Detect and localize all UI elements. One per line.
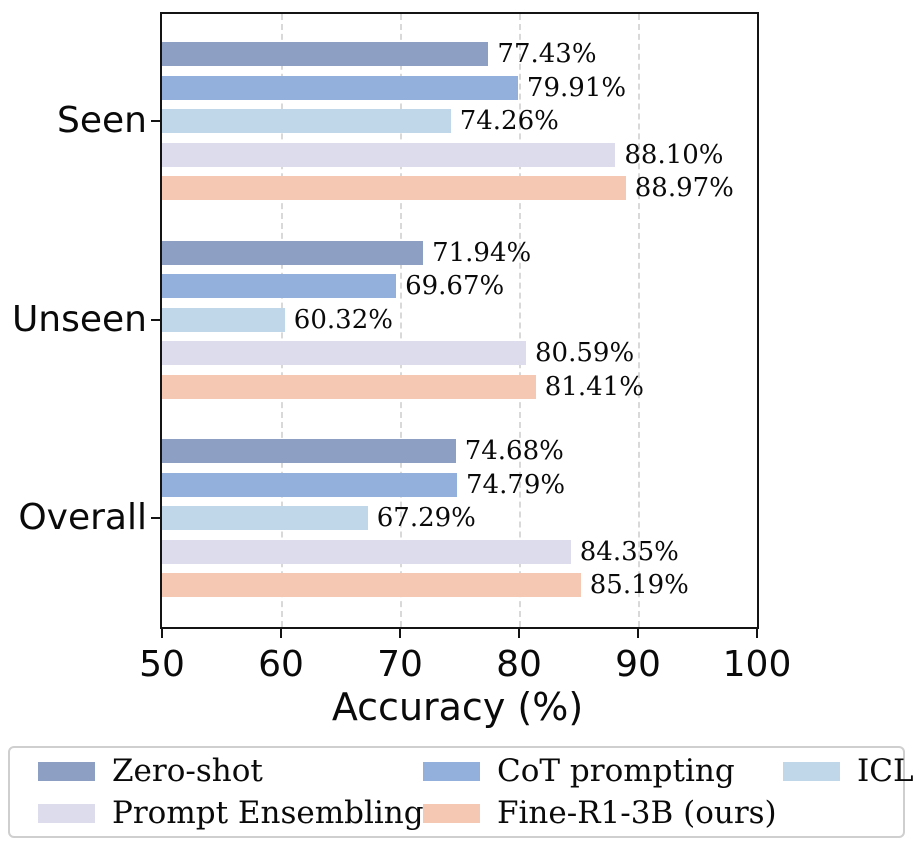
legend-label-icl: ICL	[857, 753, 913, 789]
y-axis-category-label-overall: Overall	[18, 497, 147, 538]
bar-value-label-unseen-zero-shot: 71.94%	[432, 237, 532, 268]
bar-value-label-overall-icl: 67.29%	[376, 503, 476, 533]
legend-swatch-prompt-ensembling	[38, 803, 95, 823]
bar-value-label-seen-prompt-ensembling: 88.10%	[624, 139, 724, 170]
bar-value-label-seen-cot-prompting: 79.91%	[526, 72, 627, 103]
bar-value-label-unseen-icl: 60.32%	[293, 304, 393, 335]
legend-label-zero-shot: Zero-shot	[112, 753, 263, 789]
bar-overall-icl	[162, 506, 368, 530]
legend-label-prompt-ensembling: Prompt Ensembling	[112, 795, 424, 831]
x-tick-mark-60	[280, 629, 282, 638]
x-tick-mark-100	[756, 629, 758, 638]
legend-label-fine-r1-3b-ours: Fine-R1-3B (ours)	[497, 795, 777, 831]
legend-item-zero-shot: Zero-shot	[38, 753, 423, 789]
x-tick-mark-70	[399, 629, 401, 638]
x-tick-label-60: 60	[258, 644, 304, 685]
bar-value-label-unseen-prompt-ensembling: 80.59%	[535, 338, 635, 368]
x-tick-mark-50	[161, 629, 163, 638]
bar-value-label-overall-prompt-ensembling: 84.35%	[579, 536, 679, 567]
bar-seen-fine-r1-3b-ours	[162, 176, 626, 200]
legend-label-cot-prompting: CoT prompting	[497, 753, 735, 789]
x-tick-mark-90	[637, 629, 639, 638]
legend-item-prompt-ensembling: Prompt Ensembling	[38, 795, 424, 831]
legend-swatch-icl	[783, 761, 840, 781]
x-tick-label-50: 50	[139, 644, 185, 685]
bar-value-label-overall-fine-r1-3b-ours: 85.19%	[589, 570, 689, 600]
bar-seen-icl	[162, 109, 451, 133]
x-tick-label-90: 90	[615, 644, 661, 685]
plot-area: Seen 77.43% 79.91% 74.26% 88.10% 88.97% Unseen…	[12, 12, 791, 685]
bar-seen-prompt-ensembling	[162, 142, 616, 167]
gridline-90	[638, 14, 640, 627]
x-tick-label-80: 80	[496, 644, 542, 685]
y-tick-mark-overall	[151, 517, 160, 519]
x-tick-label-70: 70	[377, 644, 423, 685]
bar-value-label-unseen-fine-r1-3b-ours: 81.41%	[544, 371, 644, 402]
y-tick-mark-seen	[151, 120, 160, 122]
bar-overall-cot-prompting	[162, 472, 457, 497]
gridline-70	[400, 14, 402, 627]
legend-swatch-fine-r1-3b-ours	[423, 803, 480, 823]
bar-value-label-overall-cot-prompting: 74.79%	[466, 469, 566, 500]
bar-unseen-fine-r1-3b-ours	[162, 374, 536, 399]
bar-value-label-unseen-cot-prompting: 69.67%	[405, 271, 505, 301]
legend: Zero-shot CoT prompting ICL Prompt Ensembli…	[8, 746, 913, 838]
x-tick-label-100: 100	[722, 644, 792, 685]
bar-value-label-seen-fine-r1-3b-ours: 88.97%	[634, 173, 734, 203]
legend-item-cot-prompting: CoT prompting	[423, 753, 783, 789]
bar-seen-zero-shot	[162, 42, 489, 66]
y-axis-category-label-unseen: Unseen	[11, 298, 147, 340]
y-tick-mark-unseen	[151, 318, 160, 321]
legend-item-fine-r1-3b-ours: Fine-R1-3B (ours)	[423, 795, 783, 831]
bar-overall-zero-shot	[162, 439, 456, 463]
bar-unseen-zero-shot	[162, 240, 424, 265]
bar-value-label-overall-zero-shot: 74.68%	[464, 436, 564, 466]
bar-overall-prompt-ensembling	[162, 539, 571, 564]
y-axis-category-label-seen: Seen	[57, 100, 147, 141]
bar-unseen-icl	[162, 307, 285, 332]
bar-seen-cot-prompting	[162, 75, 518, 100]
bar-unseen-cot-prompting	[162, 274, 397, 298]
x-axis-title: Accuracy (%)	[331, 685, 584, 729]
x-tick-mark-80	[518, 629, 520, 638]
gridline-80	[519, 14, 521, 627]
legend-item-icl: ICL	[783, 753, 913, 789]
bar-value-label-seen-zero-shot: 77.43%	[497, 39, 597, 69]
legend-swatch-cot-prompting	[423, 761, 480, 781]
bar-unseen-prompt-ensembling	[162, 341, 527, 365]
legend-items: Zero-shot CoT prompting ICL Prompt Ensembli…	[10, 748, 913, 836]
bar-value-label-seen-icl: 74.26%	[459, 106, 559, 136]
bar-overall-fine-r1-3b-ours	[162, 573, 581, 597]
legend-swatch-zero-shot	[38, 761, 95, 781]
